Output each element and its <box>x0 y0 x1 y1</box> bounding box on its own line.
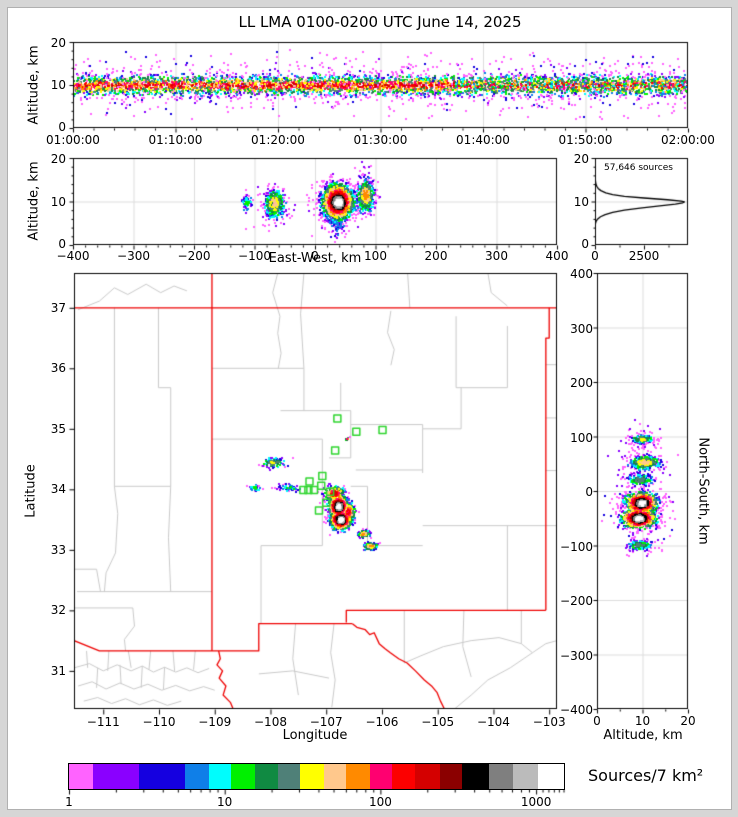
tick-label: 10 <box>573 194 589 209</box>
tick-label: 37 <box>50 300 66 315</box>
tick-label: −100 <box>238 249 271 263</box>
colorbar-segment <box>69 764 94 789</box>
tick-label: 01:30:00 <box>353 133 408 147</box>
tick-label: 35 <box>50 421 66 436</box>
colorbar-ticks-canvas <box>58 789 578 801</box>
colorbar-segment <box>537 764 564 789</box>
tick-label: 01:40:00 <box>456 133 510 147</box>
colorbar-segment <box>254 764 278 789</box>
time-height-plot-canvas <box>63 32 698 138</box>
colorbar-segment <box>324 764 347 789</box>
tick-label: 10 <box>634 714 651 728</box>
tick-label: 400 <box>545 249 569 263</box>
tick-label: 200 <box>424 249 448 263</box>
tick-label: 300 <box>485 249 508 263</box>
tick-label: 10 <box>217 795 233 809</box>
colorbar <box>68 763 565 790</box>
colorbar-segment <box>346 764 371 789</box>
tick-label: −109 <box>198 715 232 729</box>
tick-label: −100 <box>560 539 593 554</box>
tick-label: 200 <box>570 376 593 390</box>
colorbar-label: Sources/7 km² <box>588 766 704 785</box>
tick-label: 01:10:00 <box>148 133 203 147</box>
tick-label: −104 <box>476 715 510 729</box>
tick-label: −105 <box>421 715 455 729</box>
tick-label: 33 <box>50 542 66 557</box>
colorbar-segment <box>392 764 416 789</box>
axis-label-longitude: Longitude <box>282 728 348 743</box>
tick-label: 1 <box>65 795 73 809</box>
colorbar-segment <box>512 764 538 789</box>
tick-label: 100 <box>570 430 593 445</box>
altitude-histogram-canvas <box>585 148 698 255</box>
colorbar-segment <box>299 764 325 789</box>
axis-label-altitude-ns: Altitude, km <box>603 728 683 743</box>
tick-label: −400 <box>560 703 593 717</box>
tick-label: 0 <box>58 120 66 134</box>
tick-label: 01:00:00 <box>46 133 100 147</box>
tick-label: −103 <box>532 715 566 729</box>
colorbar-segment <box>277 764 300 789</box>
colorbar-segment <box>139 764 186 789</box>
tick-label: −111 <box>86 715 120 729</box>
axis-label-north-south: North-South, km <box>695 437 711 545</box>
tick-label: 0 <box>591 249 599 263</box>
tick-label: 0 <box>311 249 319 263</box>
tick-label: 400 <box>570 267 593 281</box>
tick-label: 20 <box>680 714 696 728</box>
axis-label-latitude: Latitude <box>23 464 39 518</box>
map-plot-canvas <box>64 263 567 719</box>
tick-label: 0 <box>585 485 593 499</box>
tick-label: −400 <box>56 249 90 263</box>
tick-label: −108 <box>254 715 287 729</box>
tick-label: 20 <box>573 152 589 166</box>
tick-label: 300 <box>570 321 593 336</box>
tick-label: −106 <box>365 715 399 729</box>
tick-label: 0 <box>593 714 601 728</box>
tick-label: −110 <box>142 715 176 729</box>
tick-label: 0 <box>581 237 589 251</box>
tick-label: 100 <box>364 249 387 263</box>
tick-label: 01:50:00 <box>558 133 613 147</box>
tick-label: −300 <box>560 648 593 663</box>
colorbar-segment <box>415 764 440 789</box>
tick-label: 20 <box>50 36 66 50</box>
north-south-height-plot-canvas <box>587 263 698 719</box>
colorbar-segment <box>208 764 231 789</box>
tick-label: 1000 <box>520 795 552 809</box>
axis-label-altitude-ew: Altitude, km <box>26 161 42 241</box>
axis-label-east-west: East-West, km <box>268 251 362 266</box>
tick-label: −300 <box>117 249 150 263</box>
page-title: LL LMA 0100-0200 UTC June 14, 2025 <box>238 13 522 31</box>
tick-label: 01:20:00 <box>251 133 305 147</box>
colorbar-segment <box>461 764 489 789</box>
tick-label: 2500 <box>628 249 660 263</box>
tick-label: −107 <box>309 715 343 729</box>
sources-annotation: 57,646 sources <box>604 163 673 173</box>
axis-label-altitude-top: Altitude, km <box>26 45 42 125</box>
colorbar-segment <box>370 764 393 789</box>
tick-label: −200 <box>560 594 593 608</box>
colorbar-segment <box>439 764 462 789</box>
colorbar-segment <box>185 764 209 789</box>
tick-label: 36 <box>50 361 66 376</box>
tick-label: 0 <box>58 237 66 251</box>
colorbar-segment <box>488 764 513 789</box>
tick-label: 10 <box>50 78 66 92</box>
tick-label: 10 <box>50 194 66 209</box>
tick-label: 32 <box>50 603 66 618</box>
tick-label: 31 <box>50 663 66 678</box>
tick-label: 34 <box>50 482 66 497</box>
colorbar-segment <box>93 764 140 789</box>
east-west-height-plot-canvas <box>63 148 567 255</box>
colorbar-segment <box>230 764 255 789</box>
tick-label: −200 <box>177 249 211 263</box>
tick-label: 20 <box>50 152 66 166</box>
tick-label: 02:00:00 <box>661 133 715 147</box>
tick-label: 100 <box>368 795 392 809</box>
